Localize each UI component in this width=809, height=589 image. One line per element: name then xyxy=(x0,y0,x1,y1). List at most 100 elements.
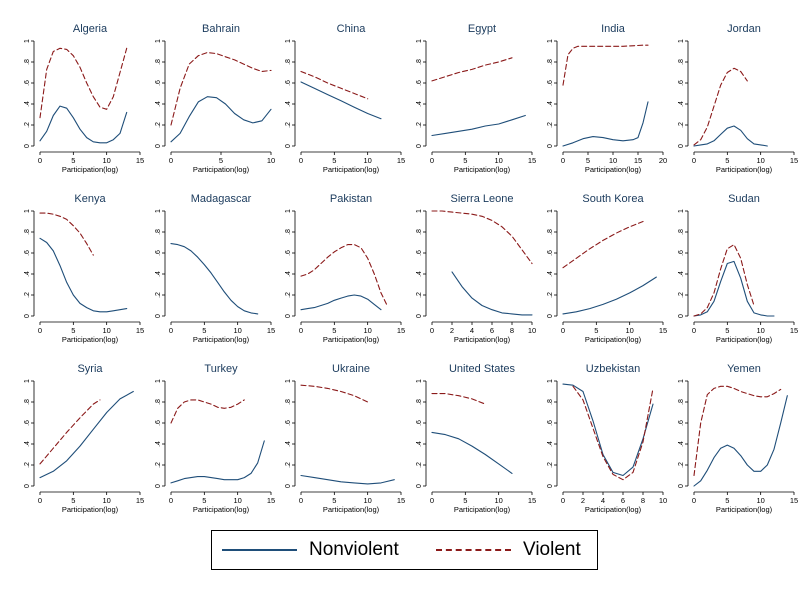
panel-title-sierra-leone: Sierra Leone xyxy=(451,193,514,205)
violent-line-sudan xyxy=(693,244,755,317)
nonviolent-line-ukraine xyxy=(300,474,395,485)
violent-line-uzbekistan xyxy=(572,385,654,481)
x-axis-label-syria: Participation(log) xyxy=(62,505,119,514)
x-tick-label-south-korea: 10 xyxy=(625,326,633,335)
x-tick-label-sierra-leone: 4 xyxy=(470,326,474,335)
y-tick-label-uzbekistan: 0 xyxy=(547,484,554,488)
y-tick-label-india: .8 xyxy=(547,59,554,65)
y-tick-label-uzbekistan: .4 xyxy=(547,441,554,447)
panel-title-sudan: Sudan xyxy=(728,193,760,205)
y-tick-label-india: 0 xyxy=(547,144,554,148)
y-tick-label-bahrain: 1 xyxy=(155,39,162,43)
y-tick-label-sierra-leone: 1 xyxy=(416,209,423,213)
x-tick-label-yemen: 15 xyxy=(790,496,798,505)
panel-title-south-korea: South Korea xyxy=(582,193,644,205)
y-tick-label-yemen: 0 xyxy=(678,484,685,488)
y-tick-label-pakistan: .4 xyxy=(285,271,292,277)
x-tick-label-ukraine: 10 xyxy=(363,496,371,505)
x-tick-label-jordan: 15 xyxy=(790,156,798,165)
y-tick-label-sierra-leone: .4 xyxy=(416,271,423,277)
x-axis-label-yemen: Participation(log) xyxy=(716,505,773,514)
y-tick-label-kenya: 1 xyxy=(24,209,31,213)
panel-title-jordan: Jordan xyxy=(727,23,761,35)
x-axis-label-ukraine: Participation(log) xyxy=(323,505,380,514)
x-tick-label-kenya: 10 xyxy=(102,326,110,335)
x-tick-label-india: 0 xyxy=(561,156,565,165)
y-tick-label-turkey: .2 xyxy=(155,462,162,468)
y-tick-label-uzbekistan: .2 xyxy=(547,462,554,468)
y-tick-label-ukraine: .8 xyxy=(285,399,292,405)
nonviolent-line-jordan xyxy=(693,125,768,147)
nonviolent-line-uzbekistan xyxy=(562,383,654,477)
legend-swatch-violent xyxy=(436,549,511,551)
y-tick-label-united-states: 1 xyxy=(416,379,423,383)
violent-line-pakistan xyxy=(300,244,389,308)
x-tick-label-jordan: 5 xyxy=(725,156,729,165)
y-tick-label-yemen: .8 xyxy=(678,399,685,405)
y-tick-label-madagascar: 0 xyxy=(155,314,162,318)
x-tick-label-sudan: 15 xyxy=(790,326,798,335)
x-axis-label-south-korea: Participation(log) xyxy=(585,335,642,344)
y-tick-label-syria: 0 xyxy=(24,484,31,488)
x-tick-label-bahrain: 5 xyxy=(219,156,223,165)
y-tick-label-sudan: 1 xyxy=(678,209,685,213)
x-tick-label-india: 20 xyxy=(659,156,667,165)
nonviolent-line-kenya xyxy=(39,237,128,313)
y-tick-label-egypt: .8 xyxy=(416,59,423,65)
x-tick-label-india: 10 xyxy=(609,156,617,165)
y-tick-label-pakistan: .2 xyxy=(285,292,292,298)
x-tick-label-egypt: 0 xyxy=(430,156,434,165)
x-tick-label-uzbekistan: 6 xyxy=(621,496,625,505)
y-tick-label-sierra-leone: 0 xyxy=(416,314,423,318)
y-tick-label-syria: .8 xyxy=(24,399,31,405)
x-axis-label-pakistan: Participation(log) xyxy=(323,335,380,344)
y-tick-label-turkey: 0 xyxy=(155,484,162,488)
x-axis-label-kenya: Participation(log) xyxy=(62,335,119,344)
x-tick-label-pakistan: 0 xyxy=(299,326,303,335)
y-tick-label-yemen: .2 xyxy=(678,462,685,468)
y-tick-label-south-korea: .8 xyxy=(547,229,554,235)
nonviolent-line-china xyxy=(300,81,382,120)
panel-title-algeria: Algeria xyxy=(73,23,108,35)
x-tick-label-sudan: 0 xyxy=(692,326,696,335)
y-tick-label-uzbekistan: 1 xyxy=(547,379,554,383)
x-tick-label-united-states: 10 xyxy=(494,496,502,505)
x-tick-label-egypt: 15 xyxy=(528,156,536,165)
y-tick-label-madagascar: 1 xyxy=(155,209,162,213)
x-tick-label-uzbekistan: 4 xyxy=(601,496,605,505)
y-tick-label-south-korea: 1 xyxy=(547,209,554,213)
y-tick-label-bahrain: .6 xyxy=(155,80,162,86)
y-tick-label-sudan: .8 xyxy=(678,229,685,235)
y-tick-label-ukraine: 0 xyxy=(285,484,292,488)
x-axis-label-sierra-leone: Participation(log) xyxy=(454,335,511,344)
x-axis-label-china: Participation(log) xyxy=(323,165,380,174)
y-tick-label-madagascar: .8 xyxy=(155,229,162,235)
y-tick-label-china: .8 xyxy=(285,59,292,65)
y-tick-label-united-states: .6 xyxy=(416,420,423,426)
legend: Nonviolent Violent xyxy=(211,530,598,570)
x-tick-label-algeria: 15 xyxy=(136,156,144,165)
violent-line-bahrain xyxy=(170,51,272,126)
nonviolent-line-south-korea xyxy=(562,276,657,315)
panel-title-india: India xyxy=(601,23,626,35)
y-tick-label-ukraine: .4 xyxy=(285,441,292,447)
violent-line-yemen xyxy=(693,385,782,477)
x-tick-label-algeria: 10 xyxy=(102,156,110,165)
legend-item-nonviolent: Nonviolent xyxy=(222,531,399,569)
x-tick-label-egypt: 10 xyxy=(494,156,502,165)
y-tick-label-south-korea: 0 xyxy=(547,314,554,318)
y-tick-label-pakistan: 0 xyxy=(285,314,292,318)
violent-line-algeria xyxy=(39,47,128,119)
y-tick-label-ukraine: .2 xyxy=(285,462,292,468)
x-tick-label-bahrain: 0 xyxy=(169,156,173,165)
x-tick-label-south-korea: 0 xyxy=(561,326,565,335)
nonviolent-line-algeria xyxy=(39,105,128,144)
nonviolent-line-sierra-leone xyxy=(451,271,533,316)
